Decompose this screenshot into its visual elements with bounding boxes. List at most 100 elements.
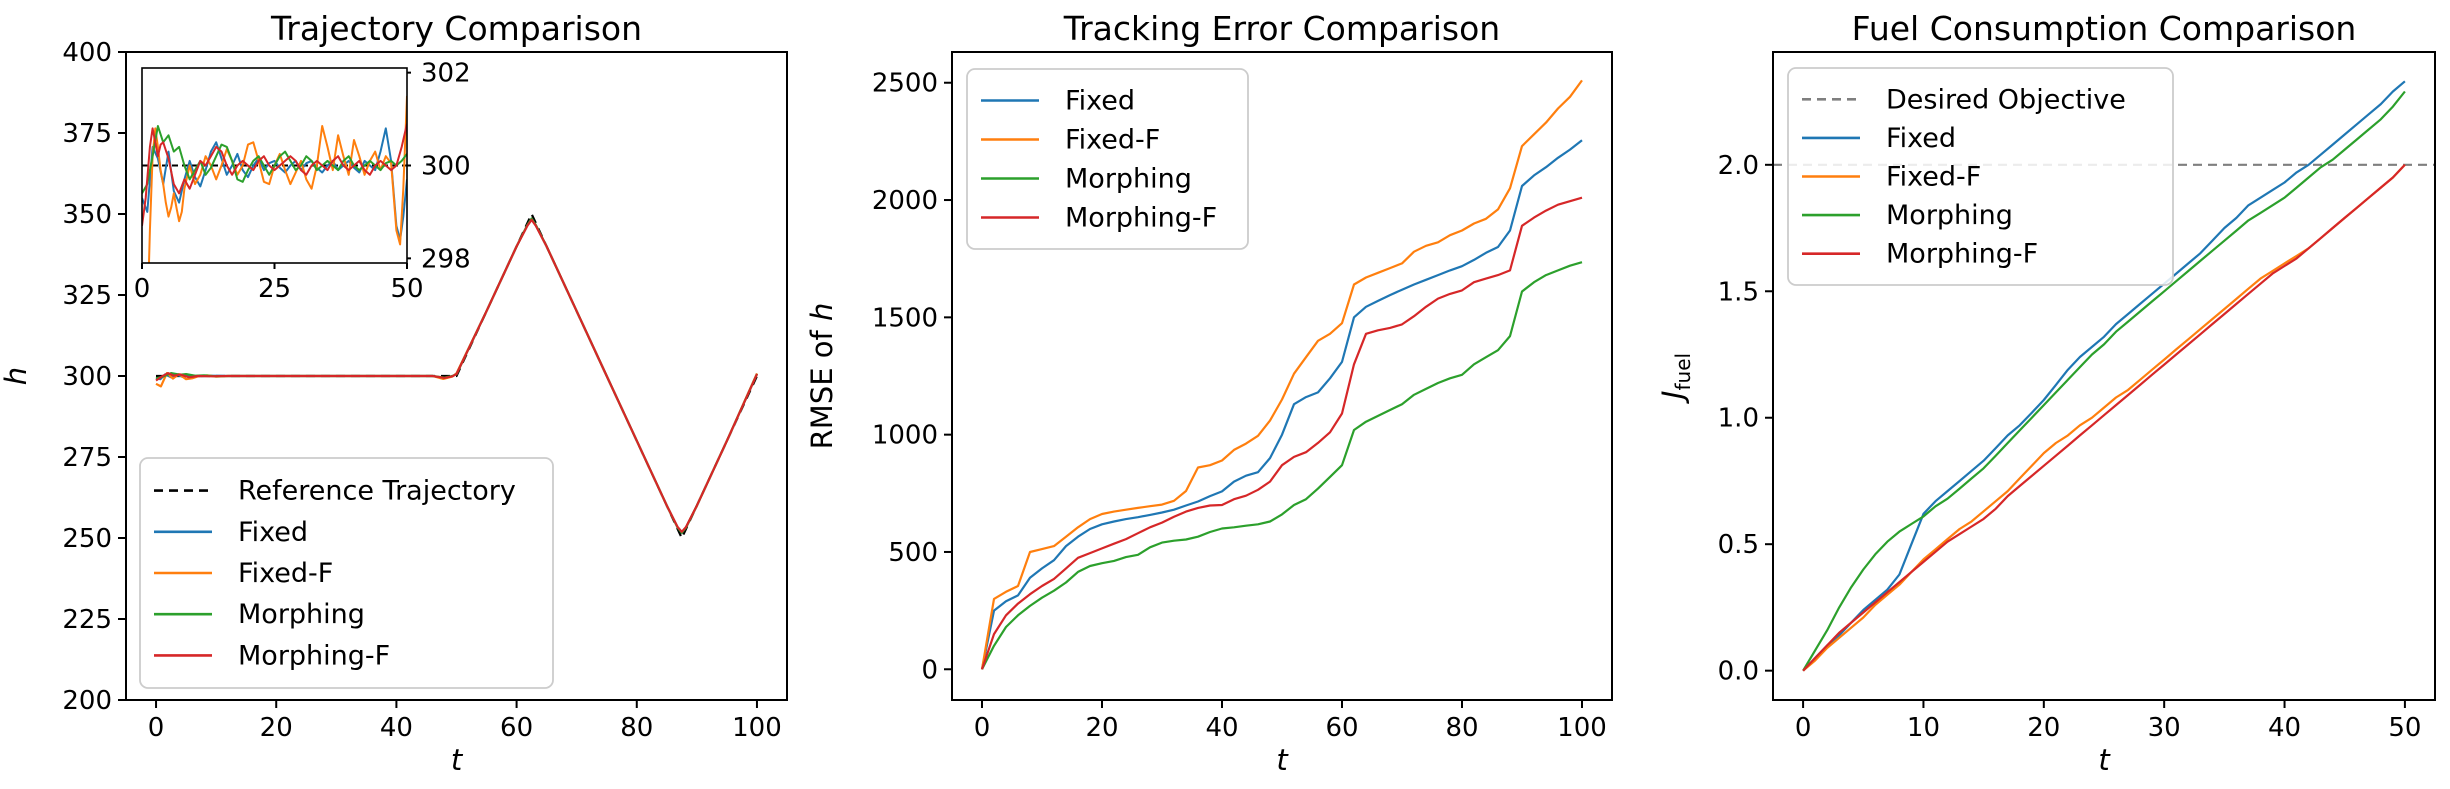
series-morphing (981, 261, 1583, 670)
trajectory-xlabel: t (451, 743, 464, 777)
legend-label-fixed: Fixed (1886, 123, 1956, 154)
x-tick-label: 80 (1445, 713, 1478, 743)
y-tick-label: 1000 (872, 421, 938, 451)
trajectory-series (155, 212, 759, 540)
fuel-consumption-y-axis: 0.0 0.5 1.0 1.5 2.0 (1718, 151, 1773, 687)
series-morphing (1802, 90, 2406, 672)
legend-label-morphing: Morphing (238, 599, 365, 630)
legend-box (966, 68, 1249, 250)
y-tick-label: 0.5 (1718, 530, 1759, 560)
legend-label-fixed: Fixed (238, 517, 308, 548)
y-tick-label: 400 (62, 38, 112, 68)
x-tick-label: 20 (1085, 713, 1118, 743)
x-tick-label: 60 (1325, 713, 1358, 743)
series-morphing-f (1802, 164, 2406, 672)
x-tick-label: 40 (2268, 713, 2301, 743)
legend-box (1787, 67, 2174, 286)
tracking-error-xlabel: t (1276, 743, 1289, 777)
trajectory-ylabel: h (0, 367, 33, 385)
y-tick-label: 0 (921, 655, 938, 685)
series-morphing (142, 125, 407, 194)
x-tick-label: 0 (134, 274, 151, 304)
x-tick-label: 50 (2388, 713, 2421, 743)
trajectory-panel: 0 20 40 60 80 100200225250275300325350375400T… (0, 9, 788, 777)
legend-label-fixed-f: Fixed-F (1065, 125, 1160, 156)
trajectory-x-axis: 0 20 40 60 80 100 (148, 700, 782, 743)
x-tick-label: 0 (974, 713, 991, 743)
x-tick-label: 60 (500, 713, 533, 743)
trajectory-legend: Reference Trajectory Fixed Fixed-F Morphing… (139, 457, 554, 689)
fuel-consumption-xlabel: t (2098, 743, 2111, 777)
trajectory-inset-series (142, 95, 407, 263)
x-tick-label: 100 (732, 713, 782, 743)
tracking-error-spines (951, 51, 1613, 701)
x-tick-label: 0 (148, 713, 165, 743)
legend-label-morphing-f: Morphing-F (1886, 239, 2038, 270)
tracking-error-title: Tracking Error Comparison (1063, 9, 1500, 48)
legend-box (139, 457, 554, 689)
x-tick-label: 50 (390, 274, 423, 304)
x-tick-label: 40 (1205, 713, 1238, 743)
series-fixed (1802, 80, 2406, 672)
legend-label-morphing-f: Morphing-F (1065, 203, 1217, 234)
trajectory-inset-x-axis: 0 25 50 (134, 263, 424, 304)
y-tick-label: 2500 (872, 69, 938, 99)
x-tick-label: 20 (2027, 713, 2060, 743)
x-tick-label: 80 (620, 713, 653, 743)
legend-label-reference-trajectory: Reference Trajectory (238, 476, 516, 507)
series-fixed (980, 139, 1583, 670)
series-fixed-f (980, 79, 1583, 670)
x-tick-label: 25 (258, 274, 291, 304)
x-tick-label: 0 (1795, 713, 1812, 743)
series-morphing-f (980, 196, 1583, 670)
trajectory-y-axis: 200 225 250 275 300 325 350 375 400 (62, 38, 126, 716)
fuel-consumption-spines (1772, 51, 2436, 701)
trajectory-inset-y-axis: 298 300 302 (407, 59, 471, 274)
fuel-consumption-ylabel: Jfuel (1656, 353, 1695, 404)
series-morphing-f (142, 123, 407, 227)
x-tick-label: 30 (2148, 713, 2181, 743)
y-tick-label: 300 (62, 362, 112, 392)
legend-label-morphing: Morphing (1886, 200, 2013, 231)
fuel-consumption-legend: Desired Objective Fixed Fixed-F Morphing Mor… (1787, 67, 2174, 286)
y-tick-label: 1.0 (1718, 404, 1759, 434)
y-tick-label: 298 (421, 244, 471, 274)
legend-label-desired-objective: Desired Objective (1886, 84, 2126, 115)
y-tick-label: 275 (62, 443, 112, 473)
y-tick-label: 0.0 (1718, 657, 1759, 687)
x-tick-label: 20 (260, 713, 293, 743)
tracking-error-panel: 0 20 40 60 80 10005001000150020002500Tracking… (805, 9, 1613, 777)
fuel-consumption-x-axis: 0 10 20 30 40 50 (1795, 700, 2421, 743)
y-tick-label: 1500 (872, 303, 938, 333)
y-tick-label: 350 (62, 200, 112, 230)
y-tick-label: 225 (62, 605, 112, 635)
legend-label-fixed: Fixed (1065, 86, 1135, 117)
y-tick-label: 500 (888, 538, 938, 568)
fuel-consumption-panel: 0 10 20 30 40 50 0.0 0.5 1.0 1.5 2.0 Fuel Consumpti… (1656, 9, 2436, 777)
legend-label-morphing: Morphing (1065, 164, 1192, 195)
y-tick-label: 375 (62, 119, 112, 149)
y-tick-label: 200 (62, 686, 112, 716)
y-tick-label: 325 (62, 281, 112, 311)
x-tick-label: 40 (380, 713, 413, 743)
tracking-error-legend: Fixed Fixed-F Morphing Morphing-F (966, 68, 1249, 250)
tracking-error-y-axis: 0 500 1000 1500 2000 2500 (872, 69, 952, 685)
y-tick-label: 250 (62, 524, 112, 554)
x-tick-label: 100 (1557, 713, 1607, 743)
series-fixed-f (147, 95, 407, 263)
y-tick-label: 1.5 (1718, 277, 1759, 307)
tracking-error-series (980, 79, 1583, 670)
y-tick-label: 2000 (872, 186, 938, 216)
tracking-error-ylabel: RMSE of h (805, 303, 839, 450)
y-tick-label: 2.0 (1718, 151, 1759, 181)
fuel-consumption-title: Fuel Consumption Comparison (1852, 9, 2357, 48)
trajectory-title: Trajectory Comparison (270, 9, 642, 48)
series-morphing-f (155, 218, 759, 533)
y-tick-label: 302 (421, 59, 471, 89)
y-tick-label: 300 (421, 152, 471, 182)
legend-label-fixed-f: Fixed-F (238, 558, 333, 589)
tracking-error-x-axis: 0 20 40 60 80 100 (974, 700, 1607, 743)
